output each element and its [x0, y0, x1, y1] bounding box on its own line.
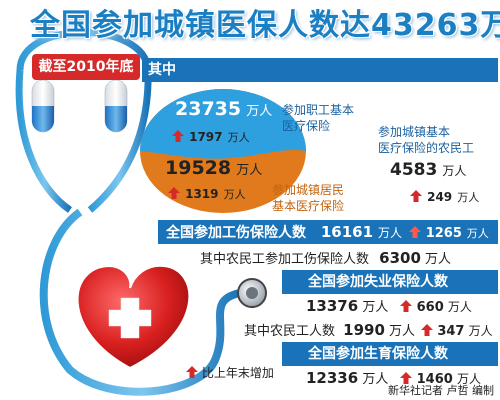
resident-label: 参加城镇居民 基本医疗保险 — [272, 182, 344, 214]
migrant-medical-label-line1: 参加城镇基本 — [378, 125, 451, 139]
migrant-medical-increase-row: 249 万人 — [410, 186, 479, 205]
maternity-increase-unit: 万人 — [456, 372, 481, 386]
unemployment-increase: 660 — [416, 300, 444, 315]
migrant-medical-value: 4583 — [390, 160, 438, 180]
employee-label: 参加职工基本 医疗保险 — [282, 102, 354, 134]
coverage-pie — [140, 89, 306, 213]
up-arrow-icon — [410, 190, 422, 202]
migrant-medical-increase-unit: 万人 — [457, 191, 480, 204]
migrant-medical-label-line2: 医疗保险的农民工 — [378, 141, 475, 155]
resident-label-line1: 参加城镇居民 — [272, 183, 345, 197]
legend-label: 比上年末增加 — [201, 366, 274, 380]
employee-increase: 1797 — [189, 130, 223, 144]
injury-label: 全国参加工伤保险人数 — [166, 225, 306, 241]
migrant-medical-unit: 万人 — [442, 164, 467, 178]
injury-unit: 万人 — [377, 226, 402, 240]
legend: 比上年末增加 — [186, 364, 274, 381]
right-capsule — [104, 79, 128, 133]
migrant-medical-increase: 249 — [427, 190, 453, 204]
up-arrow-icon — [408, 226, 421, 238]
employee-increase-row: 1797 万人 — [172, 126, 250, 145]
maternity-bar: 全国参加生育保险人数 — [282, 342, 498, 366]
cutoff-date-badge: 截至2010年底 — [32, 54, 140, 80]
unemployment-migrant-row: 其中农民工人数 1990 万人 347 万人 — [244, 320, 493, 339]
maternity-increase: 1460 — [416, 372, 453, 387]
unemployment-value: 13376 — [306, 297, 359, 315]
injury-migrant-row: 其中农民工参加工伤保险人数 6300 万人 — [200, 248, 451, 267]
unemployment-increase-unit: 万人 — [447, 300, 472, 314]
employee-label-line1: 参加职工基本 — [282, 103, 355, 117]
unemployment-migrant-increase: 347 — [437, 324, 465, 339]
unemployment-label: 全国参加失业保险人数 — [308, 274, 448, 290]
up-arrow-icon — [400, 300, 413, 312]
maternity-label: 全国参加生育保险人数 — [308, 346, 448, 362]
injury-migrant-label: 其中农民工参加工伤保险人数 — [200, 252, 370, 267]
up-arrow-icon — [168, 187, 180, 199]
maternity-unit: 万人 — [362, 372, 389, 387]
unemployment-migrant-increase-unit: 万人 — [468, 324, 493, 338]
employee-value: 23735 — [175, 98, 242, 120]
unemployment-migrant-unit: 万人 — [389, 324, 416, 339]
employee-value-row: 23735 万人 — [175, 98, 272, 120]
unemployment-value-row: 13376 万人 660 万人 — [306, 296, 472, 315]
up-arrow-icon — [400, 372, 413, 384]
injury-migrant-unit: 万人 — [425, 252, 452, 267]
injury-increase: 1265 — [425, 226, 462, 241]
resident-unit: 万人 — [236, 163, 263, 178]
resident-value: 19528 — [165, 157, 232, 179]
injury-increase-unit: 万人 — [466, 227, 489, 240]
injury-migrant-value: 6300 — [379, 249, 421, 267]
employee-increase-unit: 万人 — [227, 131, 250, 144]
up-arrow-icon — [421, 324, 434, 336]
employee-unit: 万人 — [246, 104, 273, 119]
resident-value-row: 19528 万人 — [165, 157, 262, 179]
credit: 新华社记者 卢哲 编制 — [388, 384, 494, 397]
maternity-value: 12336 — [306, 369, 359, 387]
employee-label-line2: 医疗保险 — [282, 119, 331, 133]
migrant-medical-label: 参加城镇基本 医疗保险的农民工 — [378, 124, 474, 156]
unemployment-bar: 全国参加失业保险人数 — [282, 270, 498, 294]
unemployment-migrant-value: 1990 — [343, 321, 385, 339]
up-arrow-icon — [172, 130, 184, 142]
resident-increase: 1319 — [185, 187, 219, 201]
resident-increase-unit: 万人 — [223, 188, 246, 201]
up-arrow-icon — [186, 366, 198, 378]
left-capsule — [31, 79, 55, 133]
resident-increase-row: 1319 万人 — [168, 183, 246, 202]
resident-label-line2: 基本医疗保险 — [272, 199, 345, 213]
of-which-header: 其中 — [142, 58, 498, 82]
injury-value: 16161 — [320, 223, 374, 241]
migrant-medical-value-row: 4583 万人 — [390, 160, 466, 180]
maternity-value-row: 12336 万人 1460 万人 — [306, 368, 481, 387]
page-title: 全国参加城镇医保人数达43263万 — [30, 8, 500, 43]
unemployment-unit: 万人 — [362, 300, 389, 315]
unemployment-migrant-label: 其中农民工人数 — [244, 324, 336, 339]
injury-bar: 全国参加工伤保险人数 16161 万人 1265 万人 — [158, 220, 498, 244]
